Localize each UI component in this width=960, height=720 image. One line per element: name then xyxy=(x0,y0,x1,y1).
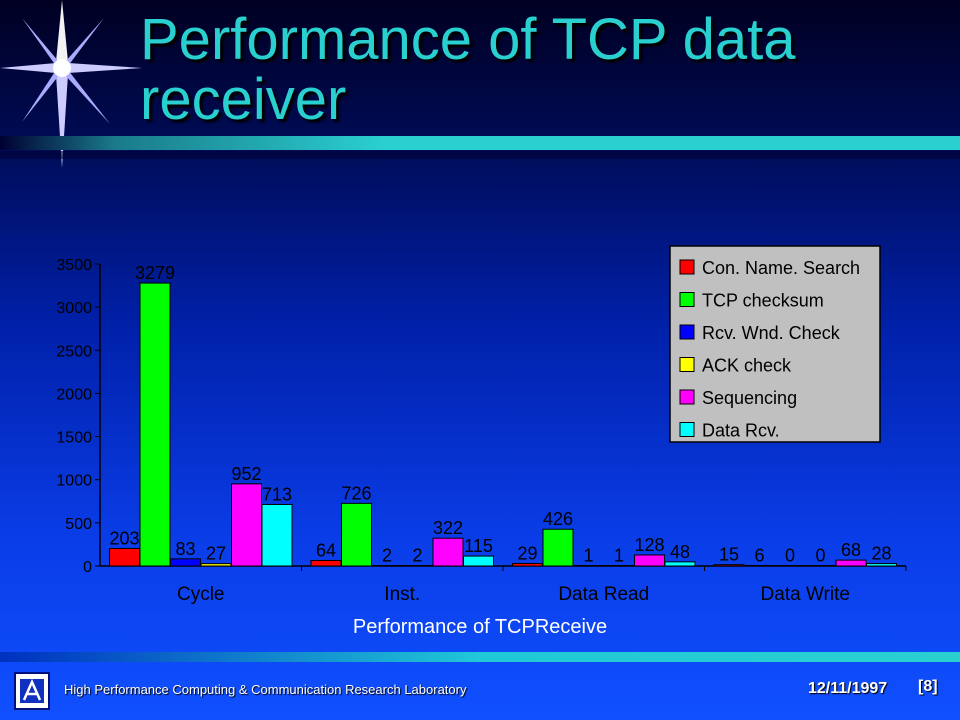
y-tick-label: 2000 xyxy=(56,386,92,403)
data-label: 68 xyxy=(841,540,861,560)
legend-swatch xyxy=(679,292,695,307)
lab-logo-icon xyxy=(14,672,50,710)
y-tick-label: 500 xyxy=(65,516,92,533)
data-label: 0 xyxy=(785,546,795,566)
footer-page-number: [8] xyxy=(918,678,938,695)
data-label: 115 xyxy=(464,536,493,556)
bar xyxy=(866,563,897,567)
bar xyxy=(200,563,232,567)
legend-label: ACK check xyxy=(702,356,792,376)
x-tick-label: Data Write xyxy=(761,584,850,605)
data-label: 15 xyxy=(719,545,739,565)
y-tick-label: 1000 xyxy=(56,473,92,490)
chart-caption: Performance of TCPReceive xyxy=(352,616,608,638)
data-label: 1 xyxy=(614,546,624,566)
data-label: 322 xyxy=(433,518,463,538)
data-label: 1 xyxy=(583,546,593,566)
bar xyxy=(664,561,696,567)
data-label: 6 xyxy=(754,545,764,565)
bar xyxy=(713,564,745,567)
bar xyxy=(341,502,372,567)
legend-swatch xyxy=(679,357,695,372)
data-label: 27 xyxy=(206,544,226,564)
title-divider xyxy=(0,136,960,159)
y-tick-label: 3000 xyxy=(56,300,92,317)
data-label: 2 xyxy=(412,546,422,566)
data-label: 128 xyxy=(634,535,664,555)
data-label: 2 xyxy=(382,546,392,566)
legend-swatch xyxy=(679,422,695,437)
legend-label: Sequencing xyxy=(702,388,797,408)
y-tick-label: 2500 xyxy=(56,343,92,360)
data-label: 64 xyxy=(316,540,336,560)
legend-label: TCP checksum xyxy=(702,291,824,311)
bar xyxy=(310,559,342,567)
bar xyxy=(432,537,464,567)
bar xyxy=(835,559,867,567)
data-label: 426 xyxy=(543,509,573,529)
data-label: 83 xyxy=(175,539,195,559)
slide-title: Performance of TCP data receiver xyxy=(140,7,796,132)
bar xyxy=(573,565,604,567)
sparkle-star-icon xyxy=(0,0,142,168)
legend-swatch xyxy=(679,259,695,275)
data-label: 48 xyxy=(670,542,690,562)
legend-label: Data Rcv. xyxy=(702,421,780,441)
chart-legend xyxy=(669,245,881,443)
bar xyxy=(261,503,293,567)
footer-divider xyxy=(0,652,960,662)
bar xyxy=(231,483,262,567)
bar xyxy=(512,562,543,567)
data-label: 28 xyxy=(871,544,891,564)
legend-swatch xyxy=(679,324,695,340)
legend-label: Con. Name. Search xyxy=(702,258,860,278)
legend-swatch xyxy=(679,389,695,405)
data-label: 203 xyxy=(109,528,139,548)
data-label: 29 xyxy=(517,543,537,563)
y-tick-label: 0 xyxy=(83,559,92,576)
bar xyxy=(402,565,433,567)
legend-label: Rcv. Wnd. Check xyxy=(702,323,841,343)
y-tick-label: 1500 xyxy=(56,430,92,447)
data-label: 3279 xyxy=(135,263,175,283)
x-tick-label: Inst. xyxy=(384,584,420,605)
data-label: 713 xyxy=(262,484,292,504)
bar xyxy=(109,547,140,567)
bar xyxy=(371,565,403,567)
bar xyxy=(139,282,171,567)
data-label: 952 xyxy=(231,464,261,484)
bar xyxy=(744,564,775,567)
bar xyxy=(634,554,665,567)
footer-lab-name: High Performance Computing & Communicati… xyxy=(64,682,467,697)
bar xyxy=(170,558,201,567)
bar xyxy=(542,528,574,567)
bar xyxy=(463,555,494,567)
bar xyxy=(603,565,635,567)
y-tick-label: 3500 xyxy=(56,257,92,274)
bar xyxy=(805,565,836,567)
x-tick-label: Cycle xyxy=(177,584,225,605)
bar xyxy=(774,565,806,567)
data-label: 0 xyxy=(815,546,825,566)
data-label: 726 xyxy=(341,483,371,503)
x-tick-label: Data Read xyxy=(558,584,649,605)
footer-date: 12/11/1997 xyxy=(808,680,888,697)
